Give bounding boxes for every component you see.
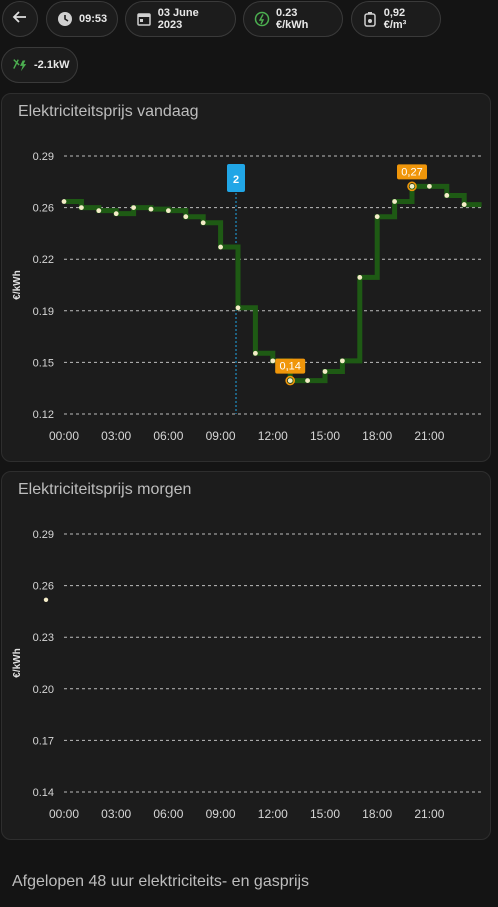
price-point [287,378,293,384]
x-tick-label: 09:00 [206,807,236,821]
price-point [461,202,467,207]
tomorrow-price-card: Elektriciteitsprijs morgen €/kWh 0.29 0.26… [1,471,491,840]
price-point [409,183,415,189]
x-tick-label: 09:00 [206,429,236,443]
y-tick-label: 0.29 [33,151,54,163]
min-price-badge [275,358,306,374]
price-point [444,193,450,198]
price-point [235,305,241,311]
max-price-badge [397,164,427,180]
price-point [218,244,224,250]
min-price-marker [285,375,296,386]
gas-price-text: 0,92 €/m³ [383,7,407,31]
price-point [148,206,154,212]
x-tick-label: 15:00 [310,807,340,821]
price-point [322,369,328,374]
history-section-title: Afgelopen 48 uur elektriciteits- en gasp… [12,873,310,890]
price-point [113,211,119,217]
y-tick-label: 0.29 [33,529,54,541]
today-price-card: Elektriciteitsprijs vandaag €/kWh 0.29 0.2… [1,93,491,462]
clock-icon [57,11,73,27]
price-step-line [64,183,482,384]
tomorrow-card-title: Elektriciteitsprijs morgen [18,481,192,498]
x-tick-label: 21:00 [414,807,444,821]
price-point [200,220,206,226]
y-tick-label: 0.26 [33,203,54,215]
price-point [270,358,276,364]
power-chip[interactable]: -2.1kW [1,47,78,83]
x-tick-label: 03:00 [101,807,131,821]
today-price-chart: €/kWh 0.29 0.26 0.22 0.19 0.15 0.12 00:00 03:00 0… [12,151,482,443]
y-axis-label: €/kWh [12,648,23,677]
electricity-price-chip[interactable]: 0.23 €/kWh [243,1,343,37]
x-tick-label: 00:00 [49,807,79,821]
electricity-price-text: 0.23 €/kWh [276,7,309,31]
x-tick-label: 03:00 [101,429,131,443]
calendar-icon [136,11,152,27]
time-chip[interactable]: 09:53 [46,1,118,37]
arrow-left-icon [12,9,28,30]
y-tick-label: 0.17 [33,735,54,747]
euro-lightning-icon [254,11,270,27]
price-point [427,183,432,189]
transmission-tower-icon [12,57,28,73]
price-point [79,205,84,210]
price-point [357,275,363,280]
x-tick-label: 00:00 [49,429,79,443]
y-tick-label: 0.20 [33,684,54,696]
price-point [183,214,189,220]
current-time-marker-label: 2 [233,174,239,186]
price-point [61,199,67,204]
x-tick-label: 21:00 [414,429,444,443]
y-tick-label: 0.26 [33,581,54,593]
price-point [96,208,102,214]
back-button[interactable] [2,1,38,37]
current-time-marker [227,164,245,192]
x-tick-label: 06:00 [153,429,183,443]
date-text: 03 June 2023 [157,7,199,31]
price-point [374,214,380,220]
y-tick-label: 0.14 [33,787,54,799]
today-card-title: Elektriciteitsprijs vandaag [18,103,199,120]
price-point [166,208,171,214]
y-tick-label: 0.19 [33,306,54,318]
x-tick-label: 15:00 [310,429,340,443]
gas-price-chip[interactable]: 0,92 €/m³ [351,1,441,37]
min-price-label: 0,14 [279,361,300,373]
max-price-marker [407,181,417,192]
price-point [392,199,397,204]
placeholder-point [43,597,49,602]
time-text: 09:53 [79,13,108,25]
y-tick-label: 0.23 [33,632,54,644]
x-tick-label: 18:00 [362,429,392,443]
tomorrow-price-chart: €/kWh 0.29 0.26 0.23 0.20 0.17 0.14 00:00 03:00 0… [12,529,482,821]
price-point [340,358,345,364]
y-tick-label: 0.15 [33,357,54,369]
date-chip[interactable]: 03 June 2023 [125,1,236,37]
y-tick-label: 0.22 [33,254,54,266]
max-price-label: 0,27 [401,166,422,178]
price-point [131,205,137,210]
price-point [253,350,258,356]
x-tick-label: 12:00 [258,807,288,821]
gas-meter-icon [362,11,378,27]
x-tick-label: 12:00 [258,429,288,443]
power-text: -2.1kW [34,59,70,71]
price-point [305,378,310,384]
y-tick-label: 0.12 [33,409,54,421]
x-tick-label: 06:00 [153,807,183,821]
x-tick-label: 18:00 [362,807,392,821]
y-axis-label: €/kWh [12,270,23,299]
